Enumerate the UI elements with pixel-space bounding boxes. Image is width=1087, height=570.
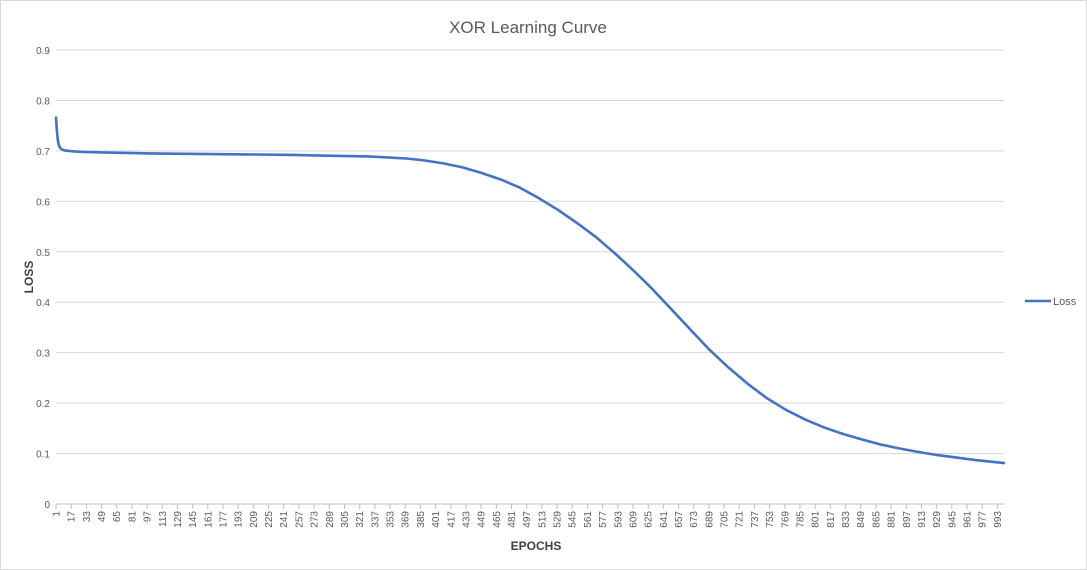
chart-title: XOR Learning Curve — [449, 18, 607, 37]
y-tick-label: 0 — [44, 500, 50, 511]
x-tick-label: 865 — [871, 511, 882, 528]
x-tick-label: 49 — [97, 511, 108, 523]
x-tick-label: 481 — [507, 511, 518, 528]
x-tick-label: 993 — [993, 511, 1004, 528]
x-tick-label: 161 — [203, 511, 214, 528]
x-tick-label: 545 — [568, 511, 579, 528]
x-tick-label: 129 — [173, 511, 184, 528]
x-tick-label: 401 — [431, 511, 442, 528]
x-tick-label: 657 — [674, 511, 685, 528]
x-tick-label: 561 — [583, 511, 594, 528]
x-tick-label: 497 — [522, 511, 533, 528]
x-tick-label: 241 — [279, 511, 290, 528]
x-tick-label: 321 — [355, 511, 366, 528]
x-tick-label: 1 — [52, 511, 63, 517]
x-tick-label: 225 — [264, 511, 275, 528]
legend-label-loss: Loss — [1053, 296, 1077, 308]
y-tick-label: 0.6 — [36, 197, 50, 208]
x-tick-label: 337 — [370, 511, 381, 528]
y-axis-ticks: 0 0.1 0.2 0.3 0.4 0.5 0.6 0.7 0.8 0.9 — [36, 46, 50, 511]
x-tick-label: 209 — [249, 511, 260, 528]
x-tick-label: 513 — [537, 511, 548, 528]
x-tick-label: 113 — [158, 511, 169, 527]
x-tick-label: 97 — [143, 511, 154, 523]
y-tick-label: 0.7 — [36, 147, 50, 158]
x-tick-label: 17 — [67, 511, 78, 523]
x-tick-label: 593 — [613, 511, 624, 528]
y-axis-title: LOSS — [22, 261, 36, 294]
x-tick-label: 609 — [628, 511, 639, 528]
x-tick-label: 433 — [461, 511, 472, 528]
x-tick-label: 689 — [704, 511, 715, 528]
x-axis-ticks: 1 17 33 49 65 81 97 113 129 145 161 177 193 209 225 241… — [52, 504, 1004, 528]
legend: Loss — [1025, 296, 1077, 308]
x-tick-label: 977 — [978, 511, 989, 528]
x-tick-label: 961 — [962, 511, 973, 528]
y-tick-label: 0.9 — [36, 46, 50, 57]
x-tick-label: 385 — [416, 511, 427, 528]
y-tick-label: 0.3 — [36, 349, 50, 360]
x-tick-label: 193 — [234, 511, 245, 528]
x-tick-label: 305 — [340, 511, 351, 528]
x-tick-label: 273 — [310, 511, 321, 528]
gridlines — [56, 49, 1004, 505]
x-tick-label: 145 — [188, 511, 199, 528]
x-tick-label: 673 — [689, 511, 700, 528]
x-tick-label: 785 — [795, 511, 806, 528]
x-tick-label: 833 — [841, 511, 852, 528]
x-tick-label: 625 — [644, 511, 655, 528]
x-tick-label: 417 — [446, 511, 457, 528]
x-tick-label: 369 — [401, 511, 412, 528]
y-tick-label: 0.4 — [36, 298, 50, 309]
x-tick-label: 929 — [932, 511, 943, 528]
x-tick-label: 849 — [856, 511, 867, 528]
x-tick-label: 705 — [720, 511, 731, 528]
x-tick-label: 81 — [127, 511, 138, 523]
x-tick-label: 33 — [82, 511, 93, 523]
x-tick-label: 641 — [659, 511, 670, 528]
x-tick-label: 465 — [492, 511, 503, 528]
x-tick-label: 529 — [553, 511, 564, 528]
x-axis-title: EPOCHS — [511, 539, 562, 553]
series-line-loss — [54, 116, 1006, 465]
x-tick-label: 817 — [826, 511, 837, 528]
y-tick-label: 0.2 — [36, 399, 50, 410]
x-tick-label: 289 — [325, 511, 336, 528]
x-tick-label: 65 — [112, 511, 123, 523]
x-tick-label: 449 — [477, 511, 488, 528]
x-tick-label: 721 — [735, 511, 746, 528]
x-tick-label: 945 — [947, 511, 958, 528]
x-tick-label: 353 — [386, 511, 397, 528]
y-tick-label: 0.5 — [36, 248, 50, 259]
x-tick-label: 753 — [765, 511, 776, 528]
x-tick-label: 737 — [750, 511, 761, 528]
x-tick-label: 881 — [887, 511, 898, 528]
y-tick-label: 0.1 — [36, 450, 50, 461]
x-tick-label: 801 — [811, 511, 822, 528]
x-tick-label: 577 — [598, 511, 609, 528]
x-tick-label: 897 — [902, 511, 913, 528]
x-tick-label: 913 — [917, 511, 928, 528]
x-tick-label: 177 — [219, 511, 230, 528]
x-tick-label: 257 — [294, 511, 305, 528]
x-tick-label: 769 — [780, 511, 791, 528]
y-tick-label: 0.8 — [36, 96, 50, 107]
